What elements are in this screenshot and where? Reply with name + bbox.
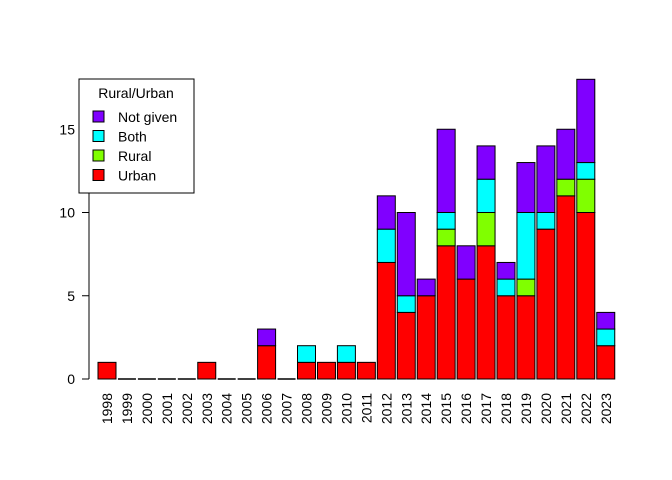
x-tick-label: 2003: [199, 393, 215, 424]
x-tick-label: 1998: [99, 393, 115, 424]
x-tick-label: 2010: [338, 393, 354, 424]
bar-segment-urban: [336, 361, 356, 380]
legend-swatch: [92, 149, 105, 162]
bar-segment-both: [476, 178, 496, 213]
bar-segment-not-given: [556, 128, 576, 180]
x-tick-label: 2007: [279, 393, 295, 424]
y-tick-label: 15: [59, 121, 75, 137]
bar-segment-urban: [556, 195, 576, 380]
bar-segment-urban: [596, 345, 616, 380]
bar-segment-both: [596, 328, 616, 347]
bar-segment-not-given: [257, 328, 277, 347]
bar-segment-urban: [197, 361, 217, 380]
x-axis-labels: 1998 1999 2000 2001 2002 2003 2004 2005 2006 2007…: [99, 393, 614, 424]
y-tick-label: 10: [59, 205, 75, 221]
y-tick-label: 0: [67, 371, 75, 387]
bar-segment-rural: [556, 178, 576, 197]
legend-swatch: [92, 110, 105, 123]
x-tick-label: 2021: [558, 393, 574, 424]
bar-segment-urban: [316, 361, 336, 380]
x-tick-label: 2017: [478, 393, 494, 424]
x-tick-label: 2009: [318, 393, 334, 424]
x-tick-label: 2011: [358, 393, 374, 423]
y-tick-label: 5: [67, 288, 75, 304]
bar-segment-urban: [536, 228, 556, 380]
legend-swatch: [92, 169, 105, 181]
x-tick-label: 2006: [259, 393, 275, 424]
x-tick-label: 2008: [299, 393, 315, 424]
bar-segment-urban: [356, 361, 376, 380]
legend-label: Rural: [118, 148, 151, 164]
bar-segment-urban: [97, 361, 117, 380]
bar-segment-urban: [416, 295, 436, 380]
bar-segment-not-given: [396, 212, 416, 297]
bar-segment-not-given: [376, 195, 396, 230]
x-tick-label: 2014: [418, 393, 434, 424]
bar-segment-not-given: [596, 311, 616, 330]
bar-segment-both: [576, 162, 596, 180]
bar-segment-both: [396, 295, 416, 313]
x-tick-label: 2016: [458, 393, 474, 424]
bar-segment-both: [496, 278, 516, 297]
bar-segment-urban: [456, 278, 476, 380]
bar-segment-both: [436, 212, 456, 230]
legend-title: Rural/Urban: [98, 85, 173, 101]
legend-swatch: [92, 130, 105, 142]
legend-label: Urban: [118, 168, 156, 184]
x-tick-label: 2023: [598, 393, 614, 424]
x-tick-label: 2018: [498, 393, 514, 424]
x-tick-label: 2012: [378, 393, 394, 424]
bar-segment-not-given: [416, 278, 436, 297]
bar-segment-urban: [396, 311, 416, 380]
bar-segment-both: [536, 212, 556, 230]
x-tick-label: 2013: [398, 393, 414, 424]
x-tick-label: 2002: [179, 393, 195, 424]
bar-segment-rural: [436, 228, 456, 247]
legend-label: Both: [118, 129, 147, 145]
bar-segment-both: [516, 212, 536, 280]
bar-segment-not-given: [476, 145, 496, 180]
legend-label: Not given: [118, 109, 177, 125]
x-tick-label: 2022: [578, 393, 594, 424]
legend-items: Not given Both Rural Urban: [92, 109, 177, 184]
bar-segment-not-given: [496, 261, 516, 280]
bar-segment-rural: [516, 278, 536, 297]
bar-segment-both: [336, 345, 356, 363]
bar-segment-urban: [436, 245, 456, 380]
bar-segment-urban: [576, 212, 596, 380]
x-tick-label: 2000: [139, 393, 155, 424]
bar-segment-urban: [376, 261, 396, 380]
x-tick-label: 2019: [518, 393, 534, 424]
x-tick-label: 2015: [438, 393, 454, 424]
bar-segment-urban: [476, 245, 496, 380]
legend: Rural/Urban Not given Both Rural Urban: [78, 78, 195, 194]
bar-segment-urban: [516, 295, 536, 380]
bar-segment-not-given: [576, 78, 596, 164]
bar-segment-urban: [496, 295, 516, 380]
x-tick-label: 2001: [159, 393, 175, 424]
bar-segment-urban: [297, 361, 316, 380]
x-tick-label: 2005: [239, 393, 255, 424]
bar-segment-rural: [476, 212, 496, 247]
bar-segment-not-given: [516, 162, 536, 214]
bars: [97, 78, 616, 380]
bar-segment-not-given: [436, 128, 456, 213]
bar-segment-rural: [576, 178, 596, 213]
bar-segment-both: [297, 345, 316, 363]
bar-segment-both: [376, 228, 396, 263]
x-tick-label: 1999: [119, 393, 135, 424]
bar-segment-not-given: [536, 145, 556, 213]
x-tick-label: 2020: [538, 393, 554, 424]
bar-segment-urban: [257, 345, 277, 380]
bar-segment-not-given: [456, 245, 476, 280]
x-tick-label: 2004: [219, 393, 235, 424]
